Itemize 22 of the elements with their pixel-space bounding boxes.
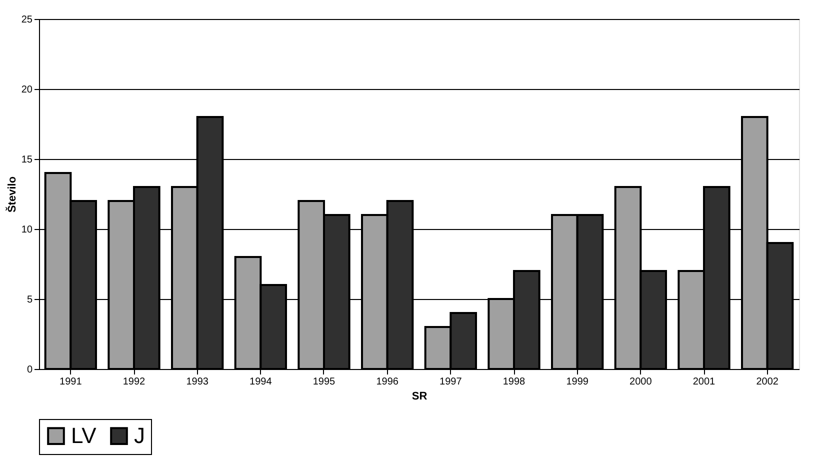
- x-tick-label: 1996: [376, 376, 399, 388]
- x-tick-label: 2002: [756, 376, 779, 388]
- x-tick-label: 2001: [692, 376, 716, 388]
- y-axis-title: Število: [5, 176, 18, 213]
- legend-label: LV: [71, 423, 97, 448]
- y-tick-label: 25: [21, 14, 33, 26]
- x-tick-label: 1999: [566, 376, 589, 388]
- x-tick-label: 1993: [186, 376, 209, 388]
- legend-label: J: [134, 423, 145, 448]
- y-tick-label: 5: [26, 294, 33, 306]
- x-tick-label: 1994: [250, 376, 272, 388]
- y-tick-label: 15: [21, 154, 33, 166]
- x-tick-label: 1998: [502, 376, 526, 388]
- x-tick-label: 1992: [122, 376, 146, 388]
- x-tick-label: 1995: [312, 376, 336, 388]
- x-axis-title: SR: [412, 390, 428, 402]
- x-tick-label: 1997: [440, 376, 462, 388]
- y-tick-label: 0: [26, 364, 33, 376]
- x-tick-label: 1991: [60, 376, 82, 388]
- x-tick-label: 2000: [630, 376, 652, 388]
- y-tick-label: 20: [21, 84, 33, 96]
- y-tick-label: 10: [21, 224, 33, 236]
